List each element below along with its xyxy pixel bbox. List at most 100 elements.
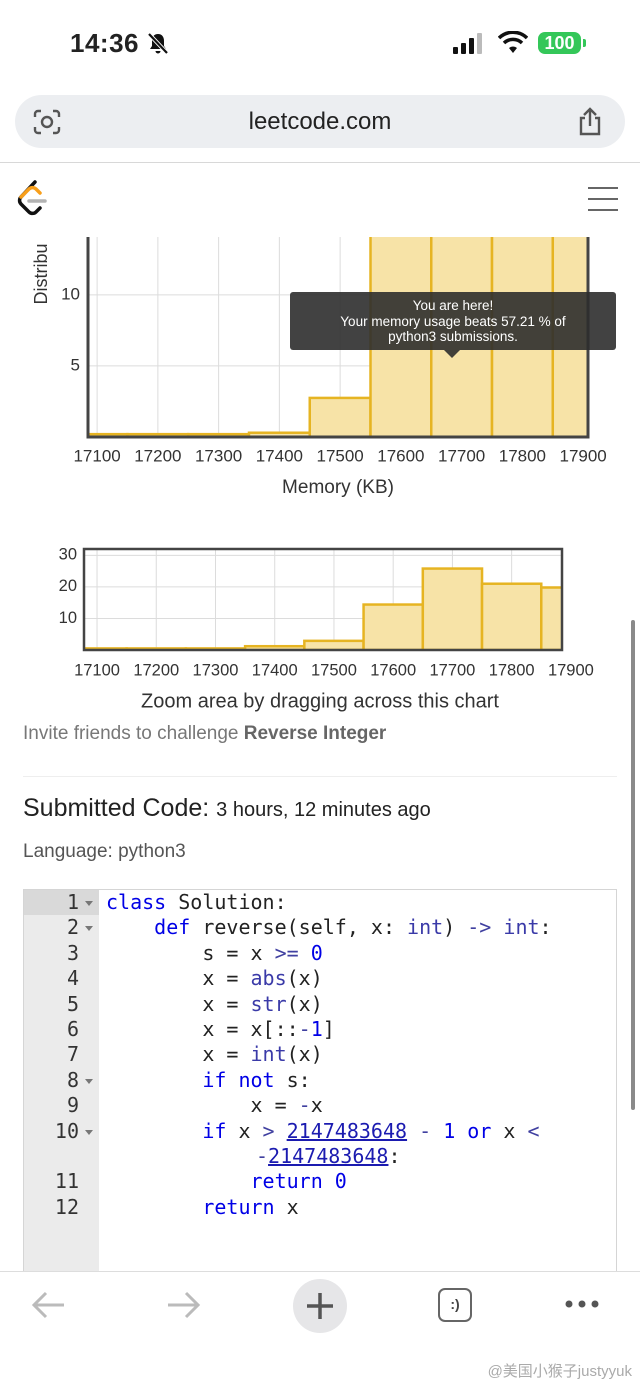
y-tick-label: 20 — [59, 577, 77, 595]
invite-text: Invite friends to challenge — [23, 723, 239, 744]
invite: Invite friends to challenge Reverse Inte… — [23, 723, 386, 745]
submission-time: 3 hours, 12 minutes ago — [216, 799, 431, 821]
x-tick-label: 17500 — [316, 446, 363, 465]
code-line: 1 class Solution: — [24, 890, 616, 916]
problem-link[interactable]: Reverse Integer — [243, 723, 387, 744]
code-line: 2 def reverse(self, x: int) -> int: — [24, 915, 616, 940]
y-tick-label: 30 — [59, 546, 77, 564]
bar — [540, 586, 562, 650]
x-tick-label: 17100 — [74, 661, 120, 679]
x-tick-label: 17400 — [252, 661, 298, 679]
battery-tip — [583, 39, 586, 47]
divider — [0, 162, 640, 163]
code-editor: 1 class Solution: 2 def reverse(self, x: i… — [23, 889, 617, 1289]
line-number: 12 — [54, 1194, 79, 1219]
x-tick-label: 17500 — [311, 661, 357, 679]
code-text: x = str(x) — [106, 991, 323, 1016]
code-text: x = -x — [106, 1093, 323, 1118]
code-line: 10 if x > 2147483648 - 1 or x < -2147483… — [24, 1119, 616, 1170]
line-number: 5 — [66, 991, 79, 1016]
leetcode-logo[interactable] — [15, 180, 49, 218]
tooltip: You are here! Your memory usage beats 57… — [290, 292, 616, 358]
code-line: 5 x = str(x) — [24, 992, 616, 1017]
code-lines: 1 class Solution: 2 def reverse(self, x: i… — [24, 890, 616, 1220]
code-line: 12 return x — [24, 1195, 616, 1220]
code-text: x = x[::-1] — [106, 1017, 335, 1042]
x-tick-label: 17900 — [559, 446, 606, 465]
line-number: 8 — [24, 1068, 99, 1093]
wifi-icon — [498, 31, 528, 53]
code-line: 3 s = x >= 0 — [24, 941, 616, 966]
watermark: @美国小猴子justyyuk — [487, 1363, 632, 1380]
top-chrome: 14:36 100 leetcode.com — [0, 0, 640, 237]
x-tick-label: 17300 — [193, 661, 239, 679]
code-text: x = int(x) — [106, 1042, 323, 1067]
menu-button[interactable] — [586, 185, 620, 213]
code-line: 4 x = abs(x) — [24, 966, 616, 991]
code-text: if not s: — [202, 1067, 311, 1092]
heading: Submitted Code: — [23, 794, 210, 822]
url[interactable]: leetcode.com — [248, 108, 392, 135]
fold-arrow — [85, 901, 93, 906]
tooltip-title: You are here! — [412, 298, 494, 313]
line-number: 11 — [54, 1169, 79, 1194]
x-tick-label: 17400 — [256, 446, 303, 465]
line-number: 1 — [24, 890, 99, 916]
x-tick-label: 17700 — [438, 446, 485, 465]
x-tick-label: 17600 — [370, 661, 416, 679]
fold-arrow — [85, 926, 93, 932]
code-text: return 0 — [250, 1169, 347, 1194]
plot-area — [84, 549, 562, 650]
scrollbar — [631, 620, 635, 1110]
x-tick-label: 17800 — [499, 446, 546, 465]
line-number: 9 — [66, 1093, 79, 1118]
gutter — [24, 890, 99, 1288]
code-line: 9 x = -x — [24, 1093, 616, 1118]
tabs-button[interactable]: :) — [438, 1288, 472, 1322]
forward-button[interactable] — [166, 1290, 202, 1320]
x-tick-label: 17200 — [134, 446, 181, 465]
line-number: 6 — [66, 1017, 79, 1042]
battery-level: 100 — [538, 32, 581, 54]
chart-caption: Zoom area by dragging across this chart — [141, 690, 499, 712]
code-line: 11 return 0 — [24, 1169, 616, 1194]
browser-toolbar: :) @美国小猴子justyyuk — [0, 1271, 640, 1389]
code-line: 7 x = int(x) — [24, 1042, 616, 1067]
bar — [480, 582, 543, 650]
x-tick-label: 17800 — [489, 661, 535, 679]
line-number: 7 — [66, 1042, 79, 1067]
code-text: if x > 2147483648 - 1 or x < -2147483648… — [202, 1118, 540, 1169]
x-tick-label: 17200 — [133, 661, 179, 679]
x-tick-label: 17100 — [73, 446, 120, 465]
code-text: class Solution: — [106, 890, 287, 914]
status-time: 14:36 — [70, 28, 139, 58]
line-number: 2 — [24, 915, 99, 940]
code-text: s = x >= 0 — [106, 940, 323, 965]
plot-frame — [82, 547, 564, 652]
address-bar[interactable]: leetcode.com — [15, 95, 625, 148]
bar — [362, 603, 425, 650]
x-tick-label: 17700 — [429, 661, 475, 679]
x-tick-label: 17900 — [548, 661, 594, 679]
code-line: 6 x = x[::-1] — [24, 1017, 616, 1042]
y-tick-label: 10 — [59, 609, 77, 627]
fold-arrow — [85, 1129, 93, 1135]
bar — [421, 567, 484, 650]
share-icon[interactable] — [576, 107, 604, 137]
y-tick-label: 10 — [61, 284, 80, 303]
y-axis-label: Distribu — [31, 243, 51, 304]
back-button[interactable] — [30, 1290, 66, 1320]
line-number: 3 — [66, 940, 79, 965]
mute-icon — [147, 32, 169, 55]
new-tab-button[interactable] — [292, 1278, 348, 1334]
bar — [303, 639, 365, 650]
language: Language: python3 — [23, 841, 186, 862]
tooltip-line: Your memory usage beats 57.21 % of — [340, 313, 566, 329]
more-button[interactable] — [564, 1299, 600, 1309]
x-tick-label: 17600 — [377, 446, 424, 465]
bar — [308, 396, 372, 437]
lens-icon[interactable] — [32, 108, 62, 136]
tooltip-line: python3 submissions. — [388, 329, 518, 344]
submission-heading: Submitted Code: 3 hours, 12 minutes ago — [23, 794, 431, 823]
